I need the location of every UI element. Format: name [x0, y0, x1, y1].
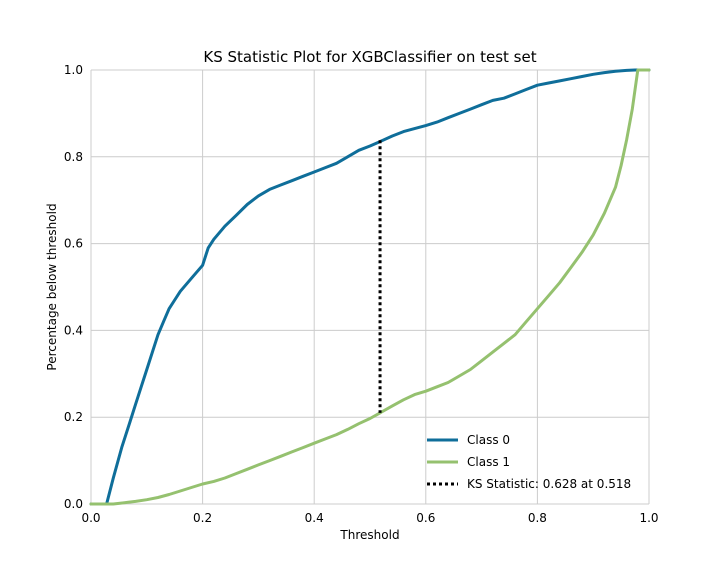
y-tick-labels: 0.0 0.2 0.4 0.6 0.8 1.0 [64, 63, 83, 511]
plot-area [91, 70, 649, 504]
x-tick-label: 0.0 [81, 511, 100, 525]
y-tick-label: 0.4 [64, 323, 83, 337]
legend-label-ks: KS Statistic: 0.628 at 0.518 [467, 477, 631, 491]
y-tick-label: 1.0 [64, 63, 83, 77]
legend-label-class-0: Class 0 [467, 433, 510, 447]
x-tick-label: 1.0 [639, 511, 658, 525]
x-axis-label: Threshold [339, 528, 399, 542]
y-tick-label: 0.2 [64, 410, 83, 424]
chart-title: KS Statistic Plot for XGBClassifier on t… [203, 48, 536, 66]
grid [90, 69, 650, 505]
x-tick-label: 0.4 [305, 511, 324, 525]
y-tick-label: 0.8 [64, 150, 83, 164]
y-axis-label: Percentage below threshold [45, 203, 59, 370]
x-tick-label: 0.8 [528, 511, 547, 525]
series-lines [89, 68, 651, 506]
x-tick-labels: 0.0 0.2 0.4 0.6 0.8 1.0 [81, 511, 658, 525]
series-line-class-0 [89, 68, 651, 506]
x-tick-label: 0.2 [193, 511, 212, 525]
y-tick-label: 0.6 [64, 237, 83, 251]
legend-label-class-1: Class 1 [467, 455, 510, 469]
legend: Class 0 Class 1 KS Statistic: 0.628 at 0… [427, 433, 631, 491]
y-tick-label: 0.0 [64, 497, 83, 511]
series-line-class-1 [89, 68, 651, 506]
x-tick-label: 0.6 [416, 511, 435, 525]
